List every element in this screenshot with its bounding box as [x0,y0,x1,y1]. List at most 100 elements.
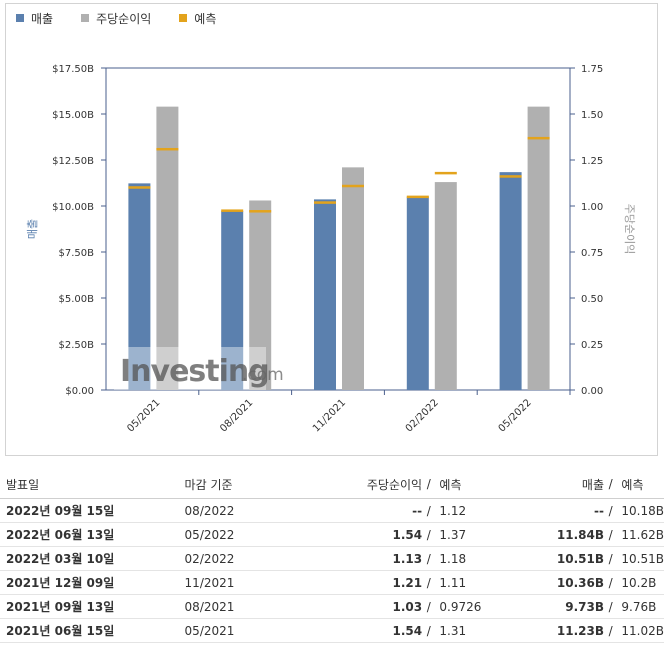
release-date: 2022년 06월 13일 [0,522,177,547]
investing-logo: Investing [120,354,269,389]
legend-item-revenue[interactable]: 매출 [16,10,53,27]
eps-actual: 1.03 [309,594,423,619]
period-end: 08/2022 [176,498,310,523]
slash: / [604,594,618,619]
eps-actual: 1.54 [309,522,423,547]
slash: / [422,594,436,619]
left-axis-tick-label: $2.50B [59,340,95,351]
eps-forecast-marker [342,184,364,188]
eps-forecast: 1.31 [435,618,512,643]
right-axis-tick-label: 1.00 [581,202,603,213]
revenue-forecast-marker [406,195,429,199]
col-header-date[interactable]: 발표일 [0,470,177,499]
x-axis-tick-label: 05/2021 [125,397,162,434]
eps-actual: 1.21 [309,570,423,595]
col-header-period[interactable]: 마감 기준 [176,470,310,499]
release-date: 2022년 09월 15일 [0,498,177,523]
col-header-eps-forecast[interactable]: 예측 [435,470,512,499]
revenue-forecast: 10.51B [617,546,664,571]
legend-swatch-forecast [179,14,188,22]
earnings-table: 발표일 마감 기준 주당순이익 / 예측 매출 / 예측 2022년 09월 1… [0,470,664,643]
table-row: 2021년 09월 13일 08/2021 1.03/0.9726 9.73B/9.7… [0,594,664,619]
right-axis-tick-label: 1.75 [581,64,603,75]
revenue-bar [314,199,336,390]
revenue-forecast: 10.18B [617,498,664,523]
right-axis-tick-label: 0.75 [581,248,603,259]
left-axis-tick-label: $5.00B [59,294,95,305]
revenue-bar [128,183,151,390]
revenue-forecast: 11.02B [617,618,664,643]
left-axis-title: 매출 [26,219,39,239]
period-end: 05/2022 [176,522,310,547]
col-header-revenue[interactable]: 매출 [511,470,604,499]
revenue-forecast: 10.2B [617,570,664,595]
period-end: 02/2022 [176,546,310,571]
eps-bar [527,106,550,390]
right-axis-tick-label: 0.00 [581,386,603,397]
table-row: 2022년 09월 15일 08/2022 --/1.12 --/10.18B [0,498,664,523]
release-date: 2022년 03월 10일 [0,546,177,571]
watermark-backdrop [114,347,266,390]
legend-item-eps[interactable]: 주당순이익 [81,10,151,27]
eps-actual: 1.13 [309,546,423,571]
release-date: 2021년 06월 15일 [0,618,177,643]
col-header-slash: / [604,470,618,499]
slash: / [422,570,436,595]
eps-forecast-marker [527,136,550,140]
table-row: 2022년 03월 10일 02/2022 1.13/1.18 10.51B/10.5… [0,546,664,571]
period-end: 08/2021 [176,594,310,619]
left-axis-tick-label: $7.50B [59,248,95,259]
table-row: 2022년 06월 13일 05/2022 1.54/1.37 11.84B/11.6… [0,522,664,547]
release-date: 2021년 09월 13일 [0,594,177,619]
right-axis-tick-label: 1.25 [581,156,603,167]
eps-bar [249,200,272,390]
legend-label-revenue: 매출 [31,11,54,26]
slash: / [422,618,436,643]
revenue-actual: 11.84B [511,522,604,547]
revenue-bar [221,210,244,390]
eps-forecast: 1.12 [435,498,512,523]
col-header-eps[interactable]: 주당순이익 [309,470,423,499]
earnings-chart: $0.00 $2.50B $5.00B $7.50B $10.00B $12.50B $15… [26,64,636,434]
revenue-bar [406,196,429,390]
x-axis-tick-label: 08/2021 [218,397,255,434]
revenue-actual: 10.51B [511,546,604,571]
table-header-row: 발표일 마감 기준 주당순이익 / 예측 매출 / 예측 [0,470,664,499]
table-row: 2021년 12월 09일 11/2021 1.21/1.11 10.36B/10.2… [0,570,664,595]
legend-swatch-revenue [16,14,24,22]
eps-forecast: 0.9726 [435,594,512,619]
slash: / [604,522,618,547]
slash: / [604,570,618,595]
revenue-bar [499,172,522,390]
revenue-forecast: 9.76B [617,594,664,619]
left-axis-tick-label: $0.00 [65,386,94,397]
chart-legend: 매출 주당순이익 예측 [16,8,244,28]
slash: / [422,498,436,523]
col-header-slash: / [422,470,436,499]
eps-forecast: 1.37 [435,522,512,547]
eps-actual: -- [309,498,423,523]
eps-bar [156,106,179,390]
plot-area [105,67,571,391]
revenue-forecast-marker [499,175,522,178]
eps-forecast-marker [156,147,179,151]
revenue-forecast-marker [314,201,336,204]
legend-item-forecast[interactable]: 예측 [179,10,216,27]
table-row: 2021년 06월 15일 05/2021 1.54/1.31 11.23B/11.0… [0,618,664,643]
col-header-revenue-forecast[interactable]: 예측 [617,470,664,499]
x-axis-tick-label: 11/2021 [311,397,348,434]
eps-forecast: 1.11 [435,570,512,595]
revenue-forecast-marker [128,186,151,189]
legend-label-eps: 주당순이익 [96,11,152,26]
legend-swatch-eps [81,14,90,22]
revenue-actual: 9.73B [511,594,604,619]
left-axis-tick-label: $12.50B [52,156,94,167]
slash: / [604,618,618,643]
revenue-actual: 11.23B [511,618,604,643]
right-axis-title: 주당순이익 [623,204,636,255]
revenue-actual: -- [511,498,604,523]
revenue-forecast: 11.62B [617,522,664,547]
release-date: 2021년 12월 09일 [0,570,177,595]
investing-logo-suffix: .com [242,365,284,385]
x-axis-tick-label: 05/2022 [497,397,534,434]
